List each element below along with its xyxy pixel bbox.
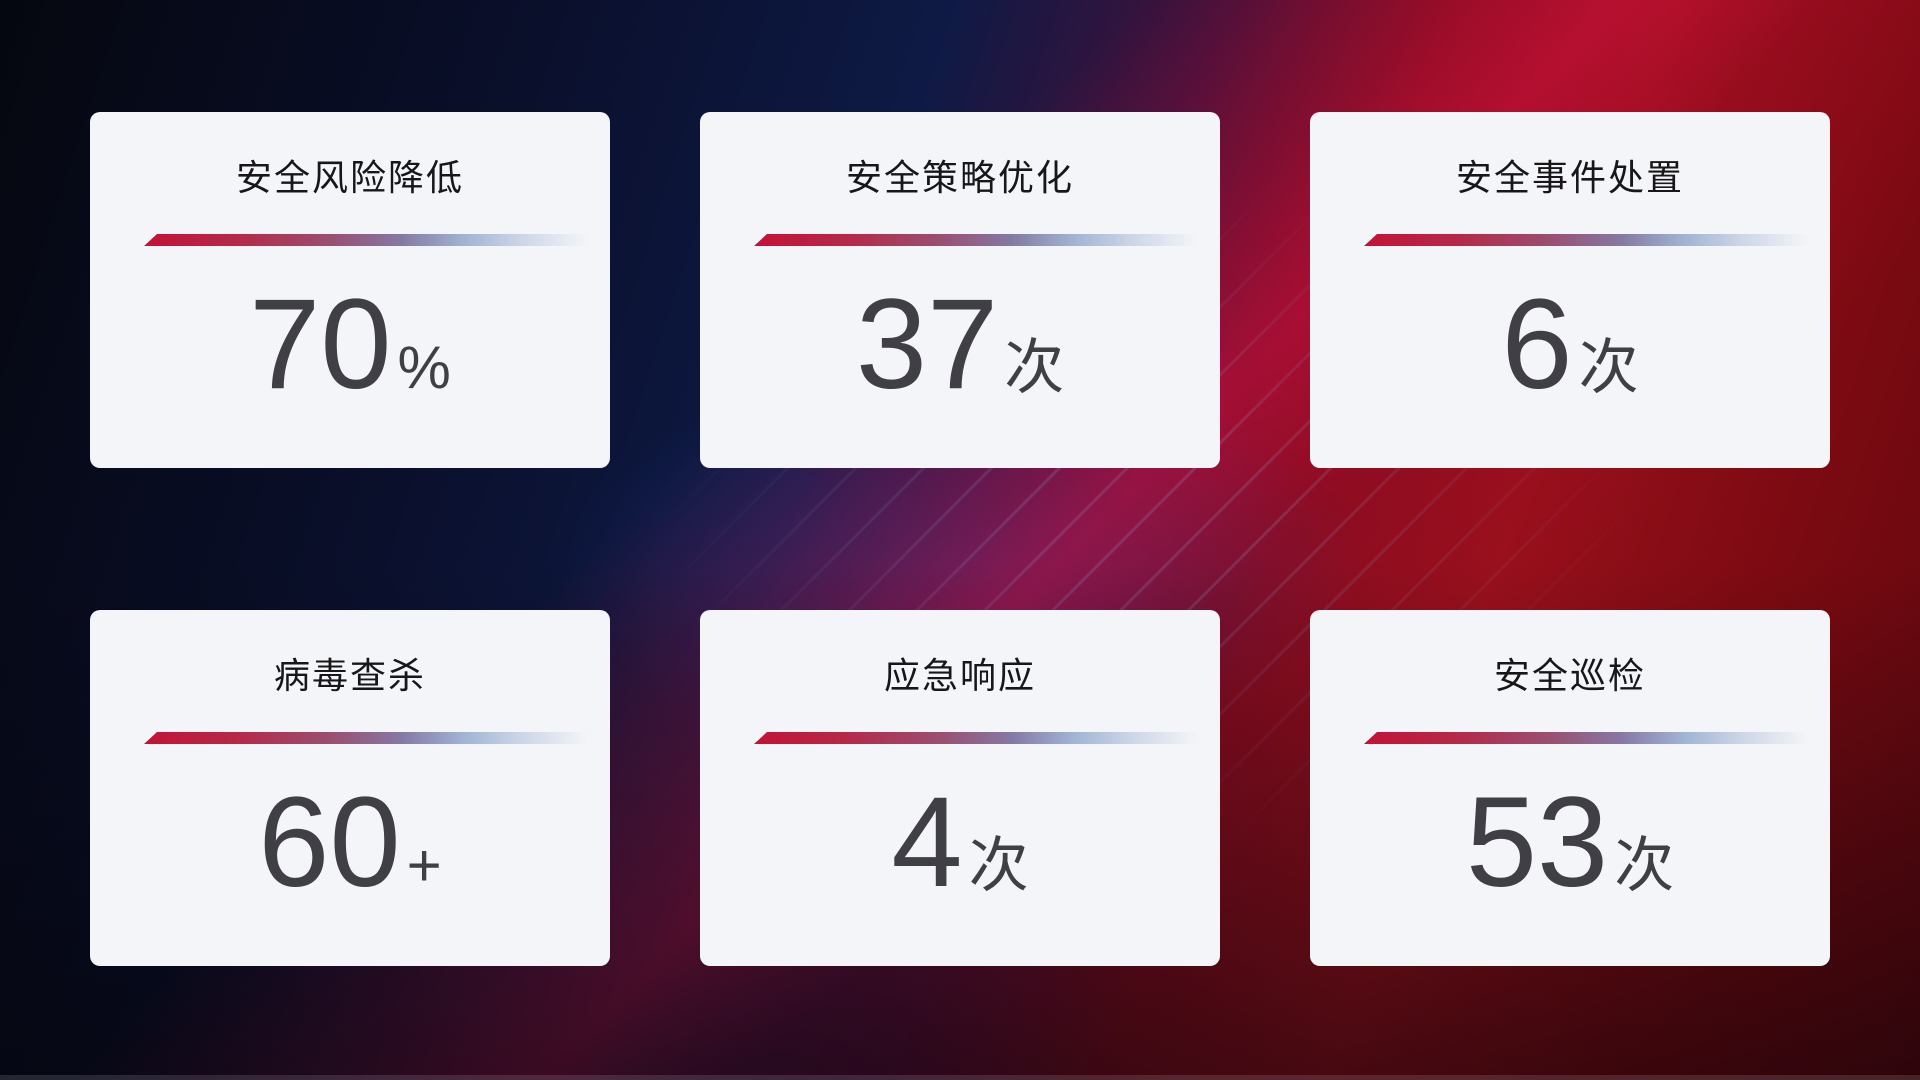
stat-value-unit: 次 — [968, 832, 1029, 899]
stat-card-value: 4 次 — [891, 779, 1028, 907]
stat-card-risk-reduction: 安全风险降低 70 % — [90, 112, 610, 468]
stat-value-unit: 次 — [1578, 334, 1639, 401]
stat-card-title: 病毒查杀 — [273, 655, 426, 696]
stat-value-number: 4 — [891, 771, 963, 914]
stat-card-emergency-response: 应急响应 4 次 — [700, 610, 1220, 966]
stat-value-unit: 次 — [1614, 832, 1675, 899]
gradient-divider — [754, 234, 1198, 246]
stat-card-title: 安全策略优化 — [845, 157, 1074, 198]
stat-card-value: 53 次 — [1466, 779, 1674, 907]
stat-value-unit: 次 — [1004, 334, 1065, 401]
gradient-divider — [144, 234, 588, 246]
stat-card-security-inspection: 安全巡检 53 次 — [1310, 610, 1830, 966]
stat-value-unit: % — [397, 334, 451, 401]
stat-value-number: 53 — [1465, 771, 1609, 914]
stat-value-number: 37 — [855, 273, 999, 416]
gradient-divider — [1364, 732, 1808, 744]
stat-value-number: 60 — [258, 771, 401, 914]
stat-card-value: 37 次 — [856, 281, 1064, 409]
stat-value-number: 70 — [249, 273, 392, 416]
gradient-divider — [754, 732, 1198, 744]
stat-card-incident-handling: 安全事件处置 6 次 — [1310, 112, 1830, 468]
stat-card-title: 安全事件处置 — [1455, 157, 1684, 198]
stat-card-title: 应急响应 — [883, 655, 1036, 696]
stat-card-value: 6 次 — [1501, 281, 1638, 409]
bottom-edge-strip — [0, 1075, 1920, 1080]
stat-value-unit: + — [406, 832, 442, 899]
stat-card-title: 安全巡检 — [1493, 655, 1646, 696]
stat-card-value: 70 % — [249, 281, 451, 409]
stat-card-policy-optimization: 安全策略优化 37 次 — [700, 112, 1220, 468]
stat-card-title: 安全风险降低 — [235, 157, 464, 198]
stat-value-number: 6 — [1501, 273, 1573, 416]
gradient-divider — [1364, 234, 1808, 246]
stat-card-virus-scan: 病毒查杀 60 + — [90, 610, 610, 966]
stat-card-value: 60 + — [258, 779, 441, 907]
gradient-divider — [144, 732, 588, 744]
